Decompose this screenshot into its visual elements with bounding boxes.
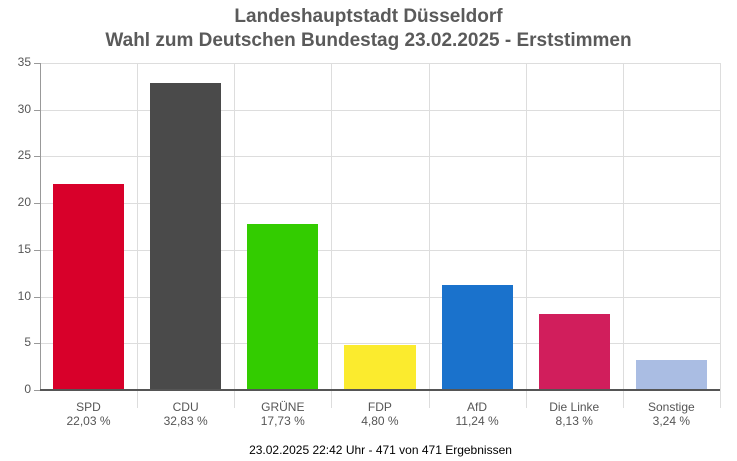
y-tick-mark [34, 63, 40, 64]
y-tick-mark [34, 343, 40, 345]
x-category-label: GRÜNE 17,73 % [234, 400, 331, 428]
y-tick-label: 35 [17, 55, 31, 69]
vertical-gridline [331, 63, 333, 408]
bar-sonstige[interactable] [635, 359, 707, 390]
bar-spd[interactable] [53, 184, 125, 390]
horizontal-gridline [40, 109, 720, 111]
y-tick-mark [34, 203, 40, 205]
y-tick-label: 20 [17, 195, 31, 210]
bar-cdu[interactable] [150, 83, 222, 390]
bar-grüne[interactable] [247, 224, 319, 390]
x-category-label: FDP 4,80 % [331, 400, 428, 428]
y-tick-label: 0 [24, 382, 31, 396]
party-name: FDP [367, 400, 392, 414]
party-percentage: 3,24 % [652, 414, 691, 428]
party-name: CDU [172, 400, 199, 414]
x-axis [40, 389, 720, 391]
x-category-label: SPD 22,03 % [40, 400, 137, 428]
party-percentage: 17,73 % [260, 414, 305, 428]
chart-subtitle: Wahl zum Deutschen Bundestag 23.02.2025 … [105, 30, 632, 51]
vertical-gridline [234, 63, 236, 408]
y-tick-label: 5 [24, 335, 31, 350]
x-category-label: Sonstige 3,24 % [623, 400, 720, 428]
horizontal-gridline [40, 63, 720, 64]
horizontal-gridline [40, 296, 720, 298]
horizontal-gridline [40, 343, 720, 345]
vertical-gridline [525, 63, 527, 408]
party-percentage: 32,83 % [163, 414, 208, 428]
plot-area [40, 63, 721, 408]
horizontal-gridline [40, 249, 720, 251]
y-tick-mark [34, 296, 40, 298]
vertical-gridline [622, 63, 624, 408]
bar-die-linke[interactable] [538, 314, 610, 390]
y-tick-label: 15 [17, 241, 31, 256]
party-name: Sonstige [647, 400, 695, 414]
horizontal-gridline [40, 156, 720, 158]
party-percentage: 4,80 % [361, 414, 399, 428]
party-name: SPD [76, 400, 101, 414]
x-category-label: AfD 11,24 % [429, 400, 526, 428]
party-percentage: 8,13 % [555, 414, 593, 428]
y-tick-mark [34, 249, 40, 251]
bar-fdp[interactable] [344, 345, 416, 390]
vertical-gridline [137, 63, 139, 408]
x-category-label: CDU 32,83 % [137, 400, 234, 428]
vertical-gridline [720, 63, 721, 408]
y-axis [40, 63, 41, 391]
party-percentage: 22,03 % [66, 414, 111, 428]
party-percentage: 11,24 % [455, 414, 499, 428]
y-tick-label: 10 [17, 288, 31, 303]
results-status: 23.02.2025 22:42 Uhr - 471 von 471 Ergeb… [249, 443, 512, 457]
party-name: Die Linke [549, 400, 600, 414]
bar-afd[interactable] [441, 284, 513, 390]
y-tick-label: 30 [17, 101, 31, 116]
y-tick-mark [34, 390, 40, 391]
vertical-gridline [428, 63, 430, 408]
y-tick-label: 25 [17, 148, 31, 163]
x-category-label: Die Linke 8,13 % [526, 400, 623, 428]
y-tick-mark [34, 156, 40, 158]
y-tick-mark [34, 109, 40, 111]
chart-title: Landeshauptstadt Düsseldorf [234, 6, 503, 27]
party-name: AfD [467, 400, 488, 414]
party-name: GRÜNE [261, 400, 305, 414]
horizontal-gridline [40, 203, 720, 205]
